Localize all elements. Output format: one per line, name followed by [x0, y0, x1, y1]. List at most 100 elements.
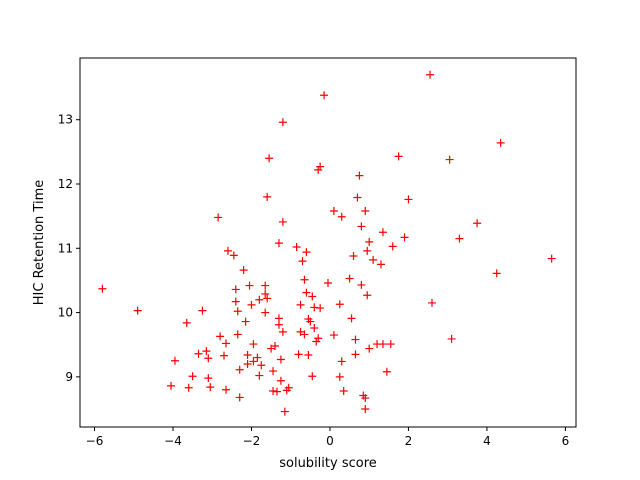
data-point [320, 91, 329, 100]
data-point [255, 371, 264, 380]
data-point [455, 234, 464, 243]
data-point [361, 207, 370, 215]
data-point [351, 335, 360, 344]
data-point [304, 351, 313, 359]
data-point [235, 365, 244, 374]
data-point [329, 331, 338, 340]
data-point [243, 351, 252, 359]
data-point [335, 300, 344, 309]
data-point [302, 248, 311, 257]
data-point [98, 284, 107, 293]
data-point [365, 344, 374, 353]
data-point [202, 347, 211, 356]
data-point [261, 289, 270, 298]
data-point [363, 291, 372, 300]
data-point [206, 383, 215, 392]
data-point [547, 254, 556, 263]
data-point [314, 334, 323, 343]
data-point [261, 308, 270, 317]
data-point [276, 355, 285, 364]
data-point [170, 356, 179, 365]
data-point [473, 219, 482, 228]
y-tick-label: 9 [65, 370, 73, 384]
y-tick-label: 11 [58, 241, 73, 255]
data-point [182, 318, 191, 327]
data-point [265, 154, 274, 163]
plot-frame [79, 57, 577, 428]
x-tick-label: −4 [164, 434, 182, 448]
x-tick-label: −2 [243, 434, 261, 448]
data-point [300, 330, 309, 339]
data-point [351, 350, 360, 359]
data-point [272, 387, 281, 396]
y-tick-label: 13 [58, 113, 73, 127]
x-tick-label: 6 [562, 434, 570, 448]
data-point [292, 243, 301, 251]
data-point [296, 300, 305, 309]
data-point [427, 298, 436, 307]
data-point [231, 297, 240, 306]
data-point [357, 280, 366, 289]
y-tick-label: 12 [58, 177, 73, 191]
data-point [198, 306, 207, 315]
data-point [426, 70, 435, 79]
data-point [204, 374, 213, 383]
data-point [229, 251, 238, 260]
data-point [239, 266, 248, 275]
data-point [233, 330, 242, 339]
data-point [347, 314, 356, 323]
data-point [365, 237, 374, 246]
data-point [255, 295, 264, 304]
data-point [294, 350, 303, 359]
data-points [98, 70, 556, 416]
x-tick-label: −6 [86, 434, 104, 448]
data-point [447, 334, 456, 343]
data-point [306, 317, 315, 326]
data-point [386, 340, 395, 349]
data-point [324, 279, 332, 287]
data-point [357, 222, 366, 231]
x-tick-label: 0 [326, 434, 334, 448]
x-tick-label: 2 [405, 434, 413, 448]
data-point [184, 383, 193, 392]
data-point [194, 349, 203, 358]
data-point [335, 372, 344, 381]
data-point [280, 407, 289, 416]
data-point [214, 213, 223, 222]
data-point [394, 152, 403, 161]
data-point [263, 294, 272, 303]
data-point [349, 252, 358, 260]
data-point [369, 255, 378, 264]
data-point [269, 367, 278, 376]
data-point [216, 332, 225, 341]
data-point [329, 207, 338, 215]
data-point [316, 162, 325, 171]
data-point [355, 171, 364, 180]
x-axis-label: solubility score [279, 456, 377, 471]
data-point [400, 233, 409, 242]
data-point [376, 260, 385, 269]
data-point [269, 387, 278, 395]
data-point [382, 367, 391, 376]
data-point [253, 353, 262, 362]
data-point [278, 118, 287, 127]
data-point [245, 281, 254, 290]
data-point [247, 300, 256, 309]
data-point [249, 357, 258, 366]
data-point [388, 242, 397, 251]
data-point [300, 275, 309, 284]
data-point [220, 351, 229, 360]
y-tick-label: 10 [58, 306, 73, 320]
data-point [361, 394, 370, 403]
data-point [243, 360, 252, 368]
data-point [278, 217, 287, 226]
data-point [337, 357, 346, 366]
data-point [271, 342, 280, 350]
data-point [188, 372, 197, 381]
data-point [249, 340, 258, 349]
data-point [339, 387, 348, 395]
data-point [263, 192, 272, 201]
y-axis-ticks: 9 10 11 12 13 [58, 113, 80, 384]
